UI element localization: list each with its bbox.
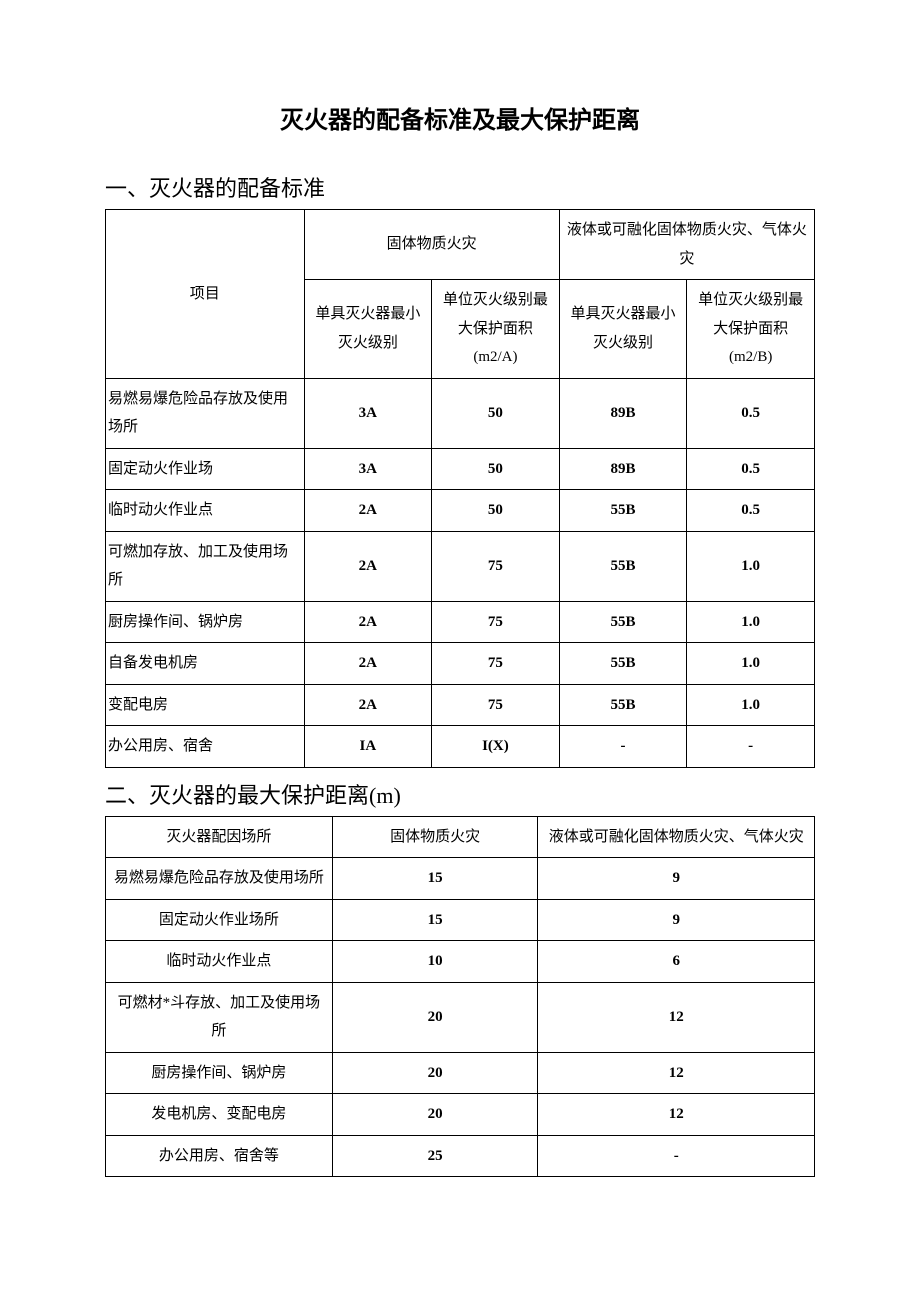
table-row: 厨房操作间、锅炉房 2A 75 55B 1.0 [106, 601, 815, 643]
row-label: 易燃易爆危险品存放及使用场所 [106, 858, 333, 900]
cell: 75 [432, 601, 560, 643]
document-title: 灭火器的配备标准及最大保护距离 [105, 100, 815, 135]
cell: 55B [559, 490, 687, 532]
table-equipment-standard: 项目 固体物质火灾 液体或可融化固体物质火灾、气体火灾 单具灭火器最小灭火级别 … [105, 209, 815, 768]
table-row: 可燃材*斗存放、加工及使用场所 20 12 [106, 982, 815, 1052]
cell: 75 [432, 643, 560, 685]
cell: 89B [559, 448, 687, 490]
cell: 55B [559, 643, 687, 685]
header-project: 项目 [106, 210, 305, 379]
table-row: 办公用房、宿舍等 25 - [106, 1135, 815, 1177]
section1-heading: 一、灭火器的配备标准 [105, 171, 815, 203]
row-label: 临时动火作业点 [106, 941, 333, 983]
table-row: 易燃易爆危险品存放及使用场所 15 9 [106, 858, 815, 900]
cell: 1.0 [687, 531, 815, 601]
cell: - [538, 1135, 815, 1177]
table-row: 厨房操作间、锅炉房 20 12 [106, 1052, 815, 1094]
table-row: 自备发电机房 2A 75 55B 1.0 [106, 643, 815, 685]
table-row: 固定动火作业场 3A 50 89B 0.5 [106, 448, 815, 490]
row-label: 固定动火作业场 [106, 448, 305, 490]
header-liquid-gas-fire: 液体或可融化固体物质火灾、气体火灾 [559, 210, 814, 280]
cell: 15 [332, 858, 538, 900]
cell: 1.0 [687, 643, 815, 685]
subheader-min-rating-b: 单具灭火器最小灭火级别 [559, 280, 687, 379]
table-row: 办公用房、宿舍 IA I(X) - - [106, 726, 815, 768]
header-liquid-gas-fire: 液体或可融化固体物质火灾、气体火灾 [538, 816, 815, 858]
cell: 0.5 [687, 490, 815, 532]
cell: 12 [538, 982, 815, 1052]
cell: 12 [538, 1052, 815, 1094]
row-label: 临时动火作业点 [106, 490, 305, 532]
cell: 20 [332, 1052, 538, 1094]
cell: IA [304, 726, 432, 768]
row-label: 固定动火作业场所 [106, 899, 333, 941]
header-location: 灭火器配因场所 [106, 816, 333, 858]
table-row: 固定动火作业场所 15 9 [106, 899, 815, 941]
cell: I(X) [432, 726, 560, 768]
cell: 10 [332, 941, 538, 983]
cell: 20 [332, 982, 538, 1052]
cell: 20 [332, 1094, 538, 1136]
cell: - [687, 726, 815, 768]
table-header-row: 灭火器配因场所 固体物质火灾 液体或可融化固体物质火灾、气体火灾 [106, 816, 815, 858]
table-row: 临时动火作业点 2A 50 55B 0.5 [106, 490, 815, 532]
row-label: 办公用房、宿舍 [106, 726, 305, 768]
table-row: 发电机房、变配电房 20 12 [106, 1094, 815, 1136]
cell: 15 [332, 899, 538, 941]
cell: 12 [538, 1094, 815, 1136]
row-label: 可燃材*斗存放、加工及使用场所 [106, 982, 333, 1052]
cell: 55B [559, 531, 687, 601]
row-label: 可燃加存放、加工及使用场所 [106, 531, 305, 601]
row-label: 易燃易爆危险品存放及使用场所 [106, 378, 305, 448]
row-label: 厨房操作间、锅炉房 [106, 601, 305, 643]
table-row: 变配电房 2A 75 55B 1.0 [106, 684, 815, 726]
cell: 55B [559, 601, 687, 643]
cell: 25 [332, 1135, 538, 1177]
cell: 9 [538, 858, 815, 900]
cell: 3A [304, 448, 432, 490]
table-max-protection-distance: 灭火器配因场所 固体物质火灾 液体或可融化固体物质火灾、气体火灾 易燃易爆危险品… [105, 816, 815, 1178]
cell: 0.5 [687, 378, 815, 448]
subheader-max-area-a: 单位灭火级别最大保护面积 (m2/A) [432, 280, 560, 379]
cell: 9 [538, 899, 815, 941]
subheader-max-area-b: 单位灭火级别最大保护面积 (m2/B) [687, 280, 815, 379]
cell: 75 [432, 531, 560, 601]
cell: 0.5 [687, 448, 815, 490]
cell: 1.0 [687, 601, 815, 643]
row-label: 自备发电机房 [106, 643, 305, 685]
table-row: 可燃加存放、加工及使用场所 2A 75 55B 1.0 [106, 531, 815, 601]
cell: - [559, 726, 687, 768]
cell: 2A [304, 684, 432, 726]
cell: 55B [559, 684, 687, 726]
row-label: 变配电房 [106, 684, 305, 726]
section2-heading: 二、灭火器的最大保护距离(m) [105, 778, 815, 810]
row-label: 厨房操作间、锅炉房 [106, 1052, 333, 1094]
table-header-row: 项目 固体物质火灾 液体或可融化固体物质火灾、气体火灾 [106, 210, 815, 280]
cell: 75 [432, 684, 560, 726]
cell: 50 [432, 378, 560, 448]
cell: 2A [304, 490, 432, 532]
cell: 6 [538, 941, 815, 983]
table-row: 临时动火作业点 10 6 [106, 941, 815, 983]
cell: 2A [304, 531, 432, 601]
cell: 2A [304, 643, 432, 685]
table-row: 易燃易爆危险品存放及使用场所 3A 50 89B 0.5 [106, 378, 815, 448]
cell: 2A [304, 601, 432, 643]
header-solid-fire: 固体物质火灾 [304, 210, 559, 280]
header-solid-fire: 固体物质火灾 [332, 816, 538, 858]
cell: 50 [432, 448, 560, 490]
cell: 50 [432, 490, 560, 532]
cell: 3A [304, 378, 432, 448]
cell: 89B [559, 378, 687, 448]
cell: 1.0 [687, 684, 815, 726]
row-label: 办公用房、宿舍等 [106, 1135, 333, 1177]
row-label: 发电机房、变配电房 [106, 1094, 333, 1136]
subheader-min-rating-a: 单具灭火器最小灭火级别 [304, 280, 432, 379]
